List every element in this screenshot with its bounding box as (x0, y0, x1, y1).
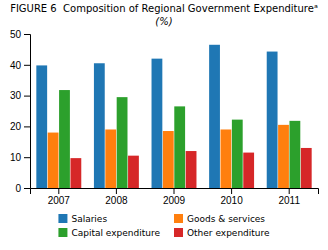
x-tick-label: 2011 (278, 195, 300, 206)
bar-series (70, 148, 311, 188)
y-tick-label: 20 (10, 121, 22, 132)
legend-swatch (174, 214, 183, 223)
y-tick-mark (24, 157, 30, 158)
y-tick-label: 10 (10, 152, 22, 163)
y-tick-label: 0 (15, 183, 21, 194)
legend-label: Goods & services (187, 214, 265, 224)
plot: 2007 2008 2009 2010 2011 0 10 20 30 40 50 (10, 29, 319, 206)
legend-swatch (174, 228, 183, 237)
bar-series (48, 125, 289, 188)
bar (267, 52, 278, 188)
bar (152, 59, 163, 188)
y-tick: 0 (15, 183, 30, 194)
x-tick-mark (58, 188, 59, 194)
x-axis: 2007 2008 2009 2010 2011 (31, 188, 319, 206)
x-tick-label: 2007 (48, 195, 71, 206)
y-tick: 20 (10, 121, 30, 132)
bar (221, 129, 232, 188)
bar (186, 151, 197, 188)
bar (36, 65, 47, 188)
x-tick: 2010 (220, 188, 243, 206)
bar (117, 97, 128, 188)
bar (289, 121, 300, 188)
legend-item: Goods & services (174, 214, 265, 224)
x-tick: 2009 (163, 188, 186, 206)
legend-item: Other expenditure (174, 228, 270, 238)
bar (278, 125, 289, 188)
bar (243, 153, 254, 188)
y-tick-label: 40 (10, 60, 22, 71)
bar-series (36, 45, 277, 188)
bar (301, 148, 312, 188)
legend-label: Salaries (71, 214, 107, 224)
bar (59, 90, 70, 188)
x-tick-label: 2010 (220, 195, 243, 206)
legend-item: Salaries (58, 214, 107, 224)
bar (128, 156, 139, 188)
legend: Salaries Goods & services Capital expendit… (58, 214, 270, 238)
legend-label: Other expenditure (187, 228, 270, 238)
x-tick-mark (174, 188, 175, 194)
x-tick-label: 2008 (105, 195, 128, 206)
y-tick-mark (24, 34, 30, 35)
bar (48, 133, 59, 188)
y-tick-mark (24, 65, 30, 66)
y-tick-mark (24, 96, 30, 97)
legend-label: Capital expenditure (71, 228, 160, 238)
title: FIGURE 6 Composition of Regional Governm… (10, 3, 318, 14)
bar (209, 45, 220, 188)
y-tick: 40 (10, 60, 30, 71)
x-tick: 2007 (48, 188, 71, 206)
bar (105, 129, 116, 188)
x-tick-mark (116, 188, 117, 194)
y-axis-line (24, 35, 31, 189)
y-tick: 10 (10, 152, 30, 163)
bar (174, 106, 185, 188)
x-tick: 2008 (105, 188, 128, 206)
x-tick-mark (289, 188, 290, 194)
legend-item: Capital expenditure (58, 228, 160, 238)
y-axis: 0 10 20 30 40 50 (10, 29, 31, 194)
y-tick-label: 50 (10, 29, 22, 40)
x-tick-mark (231, 188, 232, 194)
x-axis-line (31, 189, 319, 195)
bar (232, 120, 243, 188)
subtitle: (%) (155, 16, 172, 27)
x-tick: 2011 (278, 188, 300, 206)
y-tick-label: 30 (10, 90, 22, 101)
bar (94, 63, 105, 188)
x-tick-label: 2009 (163, 195, 186, 206)
y-tick-mark (24, 188, 30, 189)
legend-swatch (58, 214, 67, 223)
bar (163, 131, 174, 188)
y-tick-mark (24, 126, 30, 127)
bars (36, 45, 311, 188)
bar-series (59, 90, 300, 188)
bar (70, 158, 81, 188)
y-tick: 50 (10, 29, 30, 40)
legend-swatch (58, 228, 67, 237)
chart: FIGURE 6 Composition of Regional Governm… (0, 0, 328, 250)
y-tick: 30 (10, 90, 30, 101)
